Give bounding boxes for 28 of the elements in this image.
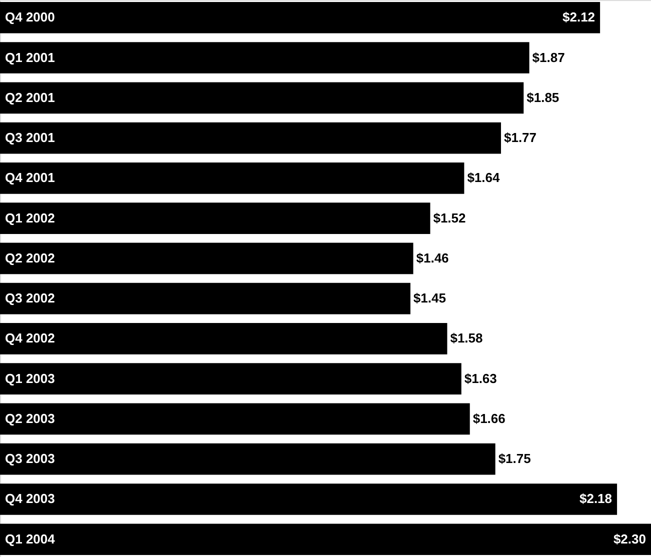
- data-label: $1.85: [526, 90, 560, 105]
- data-label: $1.63: [464, 370, 497, 386]
- y-tick-label: Q4 2000: [5, 10, 55, 25]
- data-label: $1.87: [532, 50, 565, 65]
- y-tick-label: Q3 2003: [5, 451, 55, 466]
- y-tick-label: Q4 2002: [5, 330, 55, 346]
- data-label: $1.66: [472, 410, 506, 426]
- y-tick-label: Q4 2001: [5, 170, 55, 186]
- y-tick-label: Q2 2001: [5, 90, 55, 105]
- data-label: $2.30: [613, 531, 646, 546]
- y-tick-label: Q3 2001: [5, 130, 55, 146]
- data-label: $2.18: [579, 491, 612, 506]
- y-tick-label: Q2 2003: [5, 410, 55, 426]
- data-label: $1.64: [467, 170, 500, 186]
- data-label: $1.77: [504, 130, 537, 146]
- data-label: $1.52: [433, 210, 466, 226]
- y-tick-label: Q1 2004: [5, 531, 56, 546]
- y-tick-label: Q3 2002: [5, 290, 55, 306]
- y-tick-label: Q4 2003: [5, 491, 55, 506]
- y-tick-label: Q1 2003: [5, 370, 55, 386]
- data-label: $1.45: [413, 290, 446, 306]
- data-label: $2.12: [562, 10, 596, 25]
- data-label: $1.46: [416, 250, 449, 266]
- y-tick-label: Q2 2002: [5, 250, 55, 266]
- y-tick-label: Q1 2002: [5, 210, 55, 226]
- data-label: $1.75: [498, 451, 531, 466]
- data-label: $1.58: [450, 330, 483, 346]
- y-tick-label: Q1 2001: [5, 50, 55, 65]
